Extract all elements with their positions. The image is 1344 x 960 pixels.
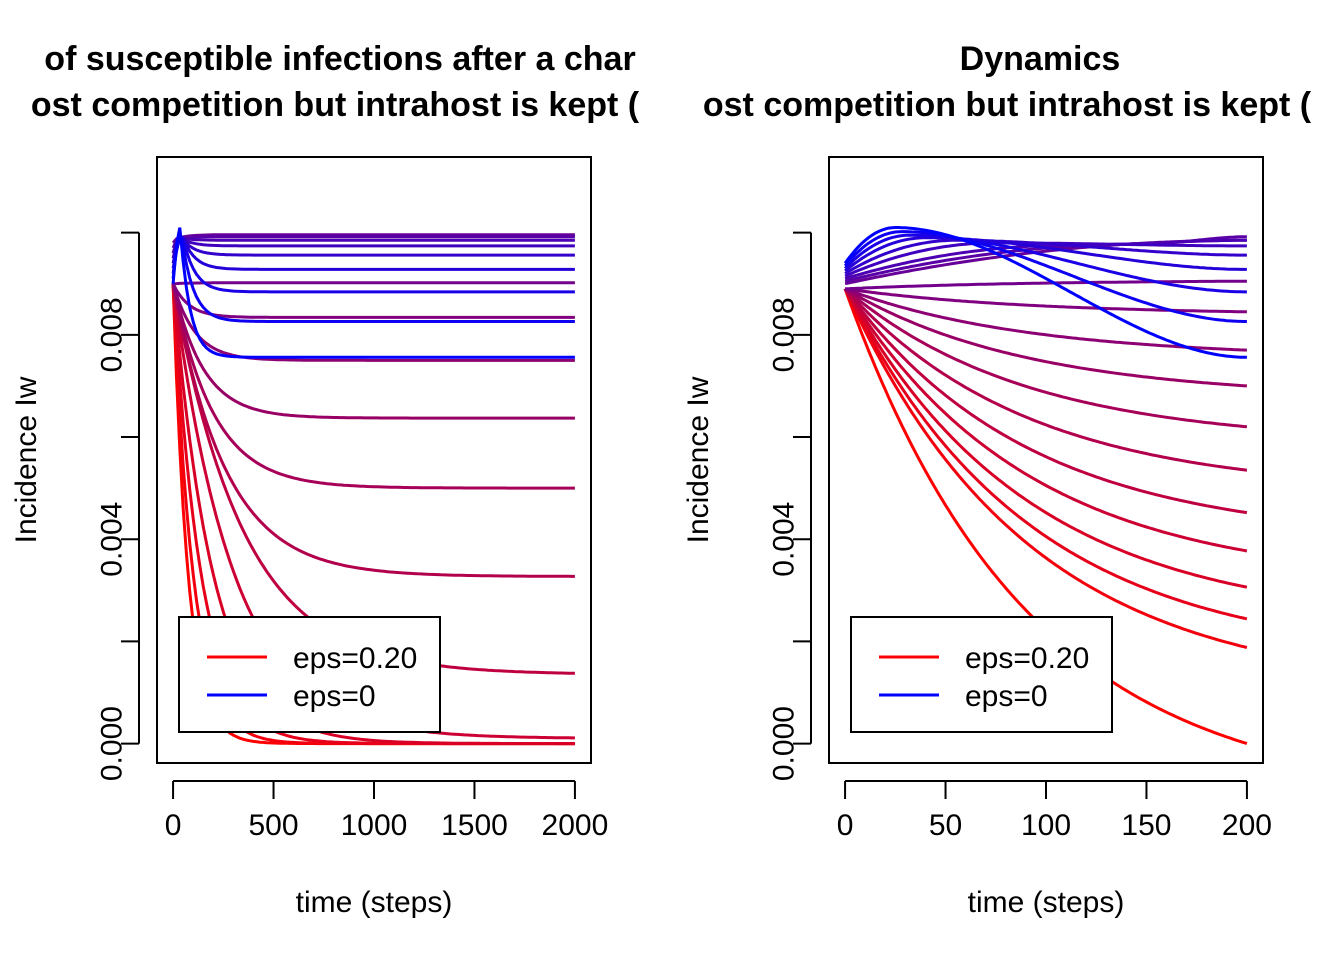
x-tick-label: 50 — [929, 809, 962, 842]
y-tick-label: 0.004 — [96, 502, 129, 577]
legend: eps=0.20 eps=0 — [178, 616, 441, 733]
x-tick-label: 0 — [837, 809, 854, 842]
series-line — [844, 238, 1247, 275]
series-line — [173, 281, 575, 286]
y-tick-label: 0.008 — [96, 297, 129, 372]
chart-title-right: Dynamics — [960, 40, 1121, 78]
x-axis-label-right: time (steps) — [968, 886, 1125, 919]
series-line — [171, 235, 575, 264]
x-axis: 0 500 1000 1500 2000 — [165, 780, 609, 842]
series-line — [171, 283, 575, 319]
series-line — [844, 236, 1247, 273]
legend-label: eps=0 — [293, 680, 376, 713]
series-line — [845, 279, 1247, 291]
series-line — [844, 233, 1247, 294]
x-tick-label: 200 — [1222, 809, 1272, 842]
series-line — [844, 287, 1247, 314]
y-tick-label: 0.000 — [96, 706, 129, 781]
chart-subtitle-right: ost competition but intrahost is kept ( — [703, 86, 1312, 124]
series-line — [843, 287, 1248, 472]
x-tick-label: 2000 — [542, 809, 609, 842]
chart-subtitle-left: ost competition but intrahost is kept ( — [31, 86, 640, 124]
series-line — [843, 288, 1248, 553]
series-line — [171, 235, 575, 249]
x-tick-label: 1000 — [341, 809, 408, 842]
chart-panel-left: of susceptible infections after a char o… — [10, 40, 640, 919]
y-tick-label: 0.000 — [768, 706, 801, 781]
x-axis-label-left: time (steps) — [296, 886, 453, 919]
plot-frame-right — [828, 156, 1264, 764]
plot-frame-left — [156, 156, 592, 764]
plot-area-right: 0 50 100 150 200 0.000 0.004 0.008 eps=0.20 eps=0 — [768, 226, 1272, 842]
x-tick-label: 500 — [249, 809, 299, 842]
y-axis: 0.000 0.004 0.008 — [96, 231, 140, 781]
series-line — [171, 236, 575, 254]
series-line — [171, 234, 575, 294]
series-group — [843, 226, 1248, 746]
x-axis: 0 50 100 150 200 — [837, 780, 1272, 842]
series-line — [171, 233, 575, 244]
series-line — [171, 283, 575, 578]
y-axis-label-right: Incidence Iw — [682, 376, 715, 543]
series-line — [843, 226, 1247, 359]
series-line — [171, 283, 575, 490]
series-line — [171, 233, 575, 323]
legend: eps=0.20 eps=0 — [850, 616, 1113, 733]
x-tick-label: 150 — [1121, 809, 1171, 842]
series-line — [171, 283, 575, 675]
legend-label: eps=0 — [965, 680, 1048, 713]
series-line — [844, 287, 1247, 352]
chart-title-left: of susceptible infections after a char — [44, 40, 635, 78]
series-line — [171, 227, 575, 359]
plot-area-left: 0 500 1000 1500 20000.0000.0040.008eps=0.20e… — [96, 227, 609, 842]
series-line — [844, 238, 1247, 281]
legend-label: eps=0.20 — [293, 642, 417, 675]
series-line — [171, 283, 575, 420]
series-line — [844, 287, 1248, 429]
x-tick-label: 100 — [1021, 809, 1071, 842]
y-tick-label: 0.008 — [768, 297, 801, 372]
legend-box — [178, 616, 441, 733]
series-line — [843, 288, 1248, 649]
series-line — [843, 288, 1248, 621]
series-line — [843, 230, 1247, 323]
series-line — [171, 235, 575, 259]
y-tick-label: 0.004 — [768, 502, 801, 577]
x-tick-label: 0 — [165, 809, 182, 842]
y-axis-label-left: Incidence Iw — [10, 376, 43, 543]
legend-box — [850, 616, 1113, 733]
y-axis: 0.000 0.004 0.008 — [768, 231, 812, 781]
series-line — [844, 287, 1247, 388]
x-tick-label: 1500 — [441, 809, 508, 842]
legend-label: eps=0.20 — [965, 642, 1089, 675]
series-line — [171, 236, 575, 271]
chart-panel-right: Dynamics ost competition but intrahost i… — [682, 40, 1312, 919]
series-line — [843, 288, 1248, 589]
series-line — [843, 287, 1248, 515]
